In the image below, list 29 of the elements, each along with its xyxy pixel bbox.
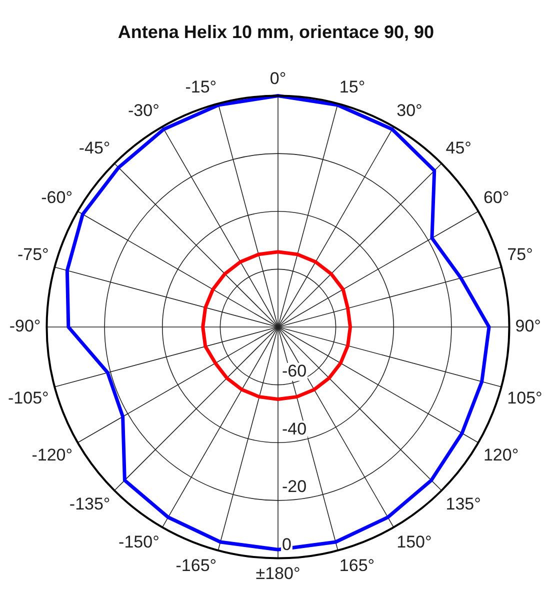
- spoke-label: 15°: [339, 77, 366, 96]
- spoke-label: 30°: [396, 101, 422, 120]
- chart-title: Antena Helix 10 mm, orientace 90, 90: [118, 22, 434, 42]
- y-tick-label: -20: [282, 477, 307, 496]
- spoke-label: 120°: [483, 446, 519, 465]
- spoke-label: 135°: [446, 494, 481, 514]
- spoke-label: 75°: [507, 245, 533, 264]
- spoke-label: -150°: [118, 532, 160, 552]
- spoke-label: 105°: [507, 388, 542, 408]
- y-tick-label: -60: [282, 362, 307, 381]
- spoke-label: -60°: [41, 188, 73, 207]
- spoke-label: 45°: [446, 138, 472, 158]
- spoke-label: -45°: [78, 138, 110, 158]
- spoke-label: -105°: [8, 388, 49, 408]
- spoke-label: 90°: [515, 316, 541, 336]
- y-tick-label: 0: [282, 534, 292, 554]
- spoke-label: 60°: [483, 188, 510, 207]
- spoke-label: 0°: [270, 69, 286, 88]
- spoke-label: -30°: [128, 101, 160, 120]
- spoke-label: -75°: [17, 245, 49, 264]
- spoke-label: -15°: [185, 77, 217, 96]
- spoke-label: 165°: [339, 556, 375, 576]
- spoke-label: -165°: [176, 556, 217, 576]
- spoke-label: -120°: [32, 446, 73, 465]
- spoke-label: 150°: [396, 532, 432, 552]
- y-tick-label: -40: [282, 419, 307, 438]
- spoke-label: -90°: [9, 316, 41, 336]
- spoke-label: -135°: [69, 494, 110, 514]
- spoke-label: ±180°: [256, 564, 300, 584]
